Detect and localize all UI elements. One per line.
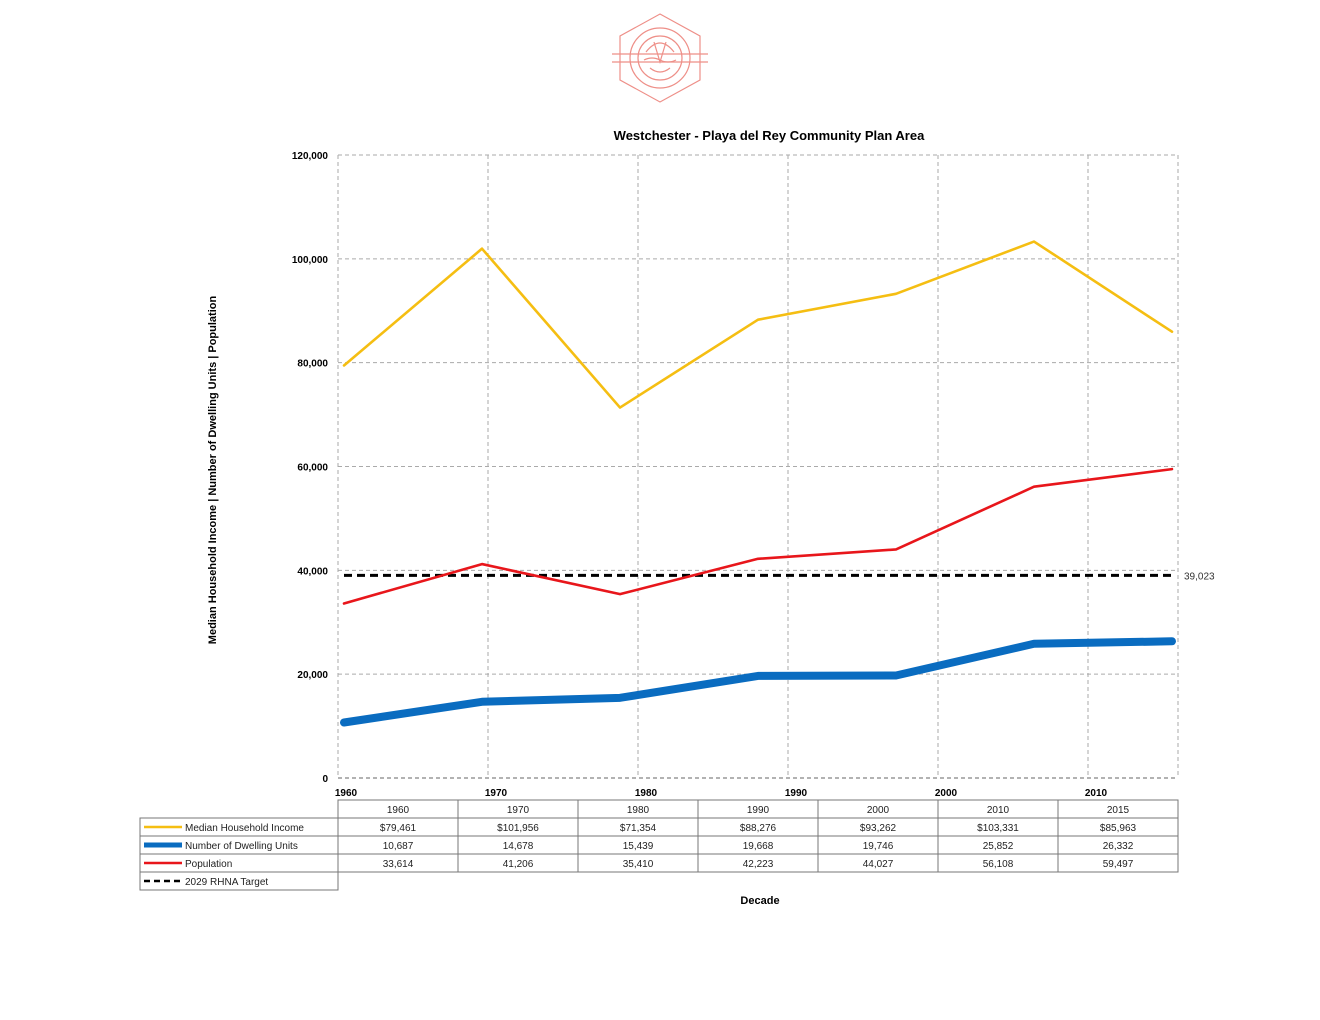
series-line (340, 637, 1176, 727)
series-lines: 39,023 (340, 240, 1215, 727)
x-tick-labels: 1960 1970 1980 1990 2000 2010 (335, 788, 1108, 799)
data-label: 42,223 (743, 859, 774, 870)
legend-entry: 2029 RHNA Target (185, 877, 268, 888)
table-header-cell: 1970 (507, 805, 530, 816)
data-label: 25,852 (983, 841, 1014, 852)
legend-entry: Median Household Income (185, 823, 304, 834)
y-tick-label: 0 (322, 774, 328, 785)
y-tick-label: 120,000 (292, 151, 329, 162)
data-label: 15,439 (623, 841, 654, 852)
data-label: 56,108 (983, 859, 1014, 870)
y-tick-label: 20,000 (297, 670, 328, 681)
data-label: 10,687 (383, 841, 414, 852)
data-label: 19,668 (743, 841, 774, 852)
target-value-label: 39,023 (1184, 571, 1215, 582)
legend-entry: Number of Dwelling Units (185, 841, 298, 852)
y-axis-label: Median Household Income | Number of Dwel… (207, 296, 219, 645)
data-table: 1960 1970 1980 1990 2000 2010 2015 Median House… (139, 799, 1179, 891)
y-tick-label: 40,000 (297, 566, 328, 577)
table-header-cell: 1980 (627, 805, 650, 816)
data-label: 19,746 (863, 841, 894, 852)
data-label: 59,497 (1103, 859, 1134, 870)
data-label: $93,262 (860, 823, 897, 834)
pacific-urbanism-logo (612, 13, 708, 103)
data-label: 41,206 (503, 859, 534, 870)
table-header-cell: 1960 (387, 805, 410, 816)
y-tick-label: 60,000 (297, 463, 328, 474)
y-tick-label: 100,000 (292, 255, 329, 266)
x-tick-label: 1960 (335, 788, 358, 799)
x-tick-label: 2000 (935, 788, 958, 799)
y-tick-labels: 0 20,000 40,000 60,000 80,000 100,000 120,000 (292, 151, 329, 785)
chart-title: Westchester - Playa del Rey Community Pl… (614, 128, 925, 143)
data-label: 35,410 (623, 859, 654, 870)
legend-entry: Population (185, 859, 232, 870)
x-tick-label: 1990 (785, 788, 808, 799)
y-tick-label: 80,000 (297, 359, 328, 370)
data-label: 33,614 (383, 859, 414, 870)
data-label: 44,027 (863, 859, 894, 870)
data-label: $101,956 (497, 823, 539, 834)
x-tick-label: 1970 (485, 788, 508, 799)
data-label: 14,678 (503, 841, 534, 852)
x-axis-label: Decade (740, 895, 779, 907)
table-header-cell: 2010 (987, 805, 1010, 816)
series-line (342, 467, 1174, 605)
x-tick-label: 1980 (635, 788, 658, 799)
data-label: $88,276 (740, 823, 777, 834)
data-label: $79,461 (380, 823, 417, 834)
grid (337, 154, 1179, 779)
data-label: $103,331 (977, 823, 1019, 834)
data-label: $85,963 (1100, 823, 1137, 834)
data-label: $71,354 (620, 823, 657, 834)
table-header-cell: 1990 (747, 805, 770, 816)
x-tick-label: 2010 (1085, 788, 1108, 799)
data-label: 26,332 (1103, 841, 1134, 852)
table-header-cell: 2015 (1107, 805, 1130, 816)
table-header-cell: 2000 (867, 805, 890, 816)
series-line (342, 240, 1174, 409)
